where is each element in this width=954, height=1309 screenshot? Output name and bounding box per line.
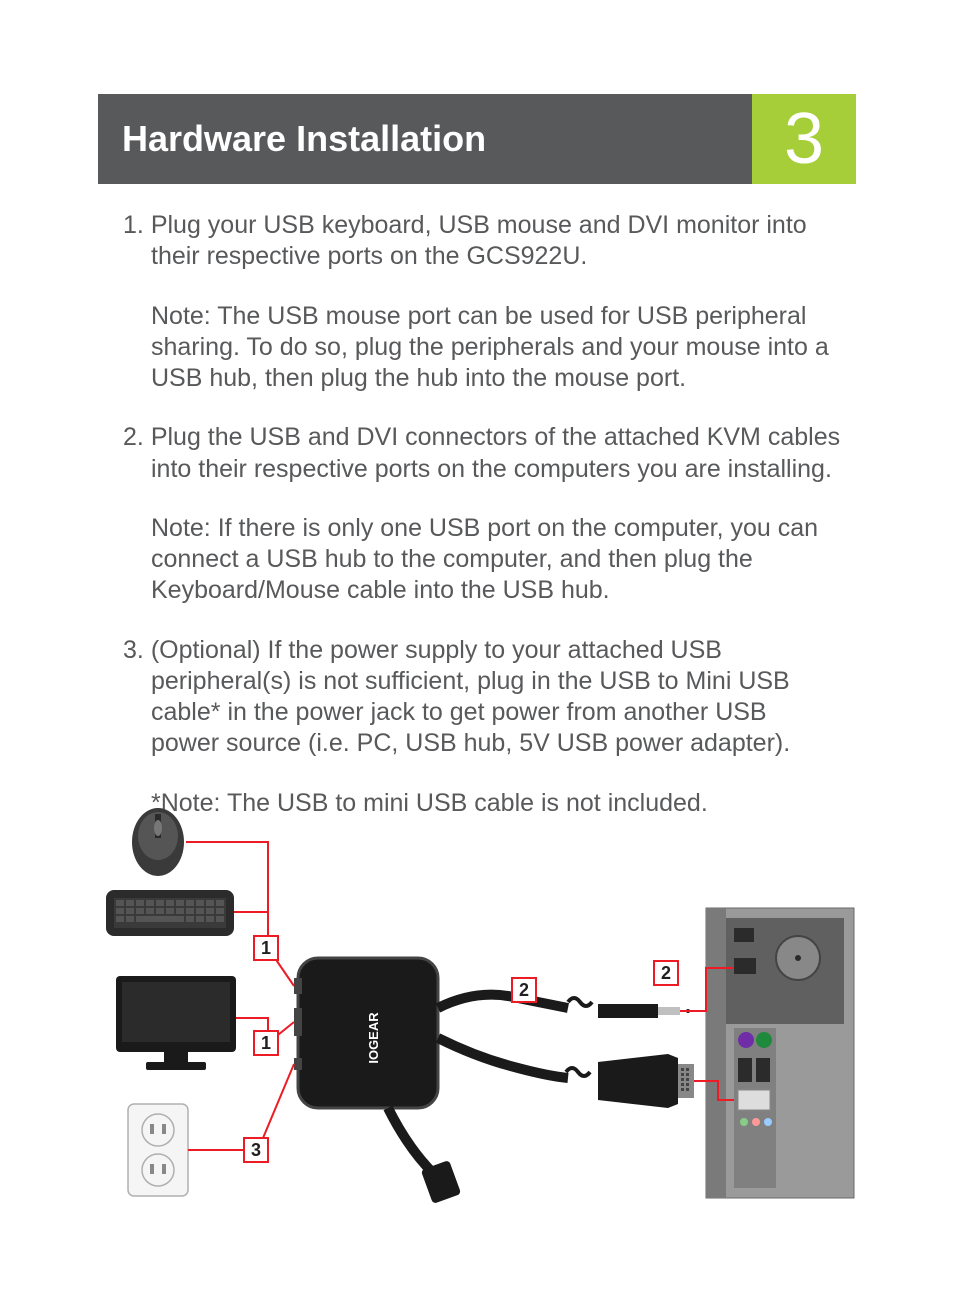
header-number-bg: 3 — [752, 94, 856, 184]
kvm-device-icon: IOGEAR — [294, 958, 438, 1108]
callout-1a: 1 — [253, 935, 279, 961]
step-2-note: Note: If there is only one USB port on t… — [113, 513, 841, 607]
callout-3-label: 3 — [251, 1140, 261, 1161]
callout-2a: 2 — [511, 977, 537, 1003]
callout-2b-label: 2 — [661, 963, 671, 984]
header-title: Hardware Installation — [122, 118, 486, 160]
step-2: 2. Plug the USB and DVI connectors of th… — [113, 422, 841, 485]
keyboard-icon — [106, 890, 234, 936]
step-3: 3. (Optional) If the power supply to you… — [113, 635, 841, 760]
usb-connector-icon — [598, 1004, 690, 1018]
installation-diagram: IOGEAR — [98, 808, 856, 1208]
step-1-num: 1. — [123, 211, 144, 239]
step-2-text: Plug the USB and DVI connectors of the a… — [151, 423, 840, 482]
section-number: 3 — [784, 103, 824, 175]
kvm-brand-label: IOGEAR — [366, 1012, 381, 1064]
step-1-note: Note: The USB mouse port can be used for… — [113, 301, 841, 395]
callout-2a-label: 2 — [519, 980, 529, 1001]
pc-tower-icon — [706, 908, 854, 1198]
callout-3: 3 — [243, 1137, 269, 1163]
instruction-content: 1. Plug your USB keyboard, USB mouse and… — [113, 210, 841, 847]
dvi-connector-icon — [598, 1054, 694, 1108]
step-1: 1. Plug your USB keyboard, USB mouse and… — [113, 210, 841, 273]
section-header: Hardware Installation 3 — [98, 94, 856, 184]
mouse-icon — [132, 808, 184, 876]
callout-1b: 1 — [253, 1030, 279, 1056]
header-title-bg: Hardware Installation — [98, 94, 752, 184]
outlet-icon — [128, 1104, 188, 1196]
step-2-num: 2. — [123, 423, 144, 451]
step-1-text: Plug your USB keyboard, USB mouse and DV… — [151, 211, 807, 270]
callout-1a-label: 1 — [261, 938, 271, 959]
callout-1b-label: 1 — [261, 1033, 271, 1054]
monitor-icon — [116, 976, 236, 1070]
step-3-text: (Optional) If the power supply to your a… — [151, 636, 790, 758]
callout-2b: 2 — [653, 960, 679, 986]
step-3-num: 3. — [123, 636, 144, 664]
